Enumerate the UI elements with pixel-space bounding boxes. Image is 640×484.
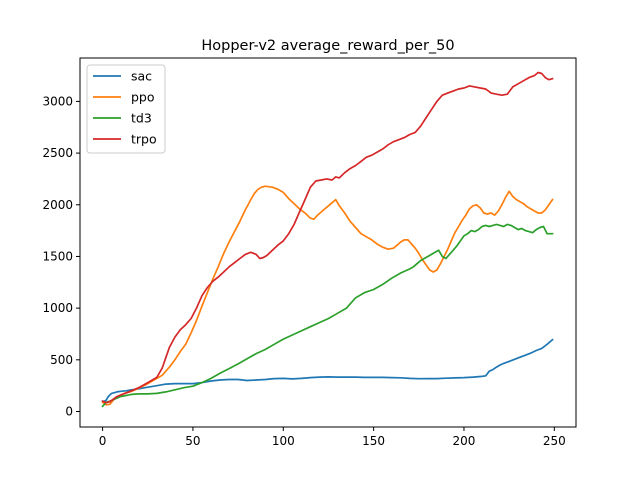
x-tick-label: 50	[185, 434, 200, 448]
series-line-trpo	[101, 71, 554, 404]
y-tick-label: 3000	[42, 94, 73, 108]
y-tick-label: 0	[65, 404, 73, 418]
x-tick-label: 0	[99, 434, 107, 448]
x-tick-label: 150	[362, 434, 385, 448]
legend: sac ppo td3 trpo	[86, 64, 166, 154]
legend-box	[86, 64, 166, 154]
y-tick-label: 2000	[42, 198, 73, 212]
chart-title: Hopper-v2 average_reward_per_50	[201, 38, 454, 54]
y-tick-label: 500	[50, 353, 73, 367]
legend-label-trpo: trpo	[131, 132, 157, 147]
y-tick-label: 1500	[42, 249, 73, 263]
y-axis: 0 500 1000 1500 2000 2500 3000	[42, 94, 80, 418]
legend-label-ppo: ppo	[131, 90, 155, 105]
x-tick-label: 200	[453, 434, 476, 448]
legend-label-td3: td3	[131, 111, 152, 126]
y-tick-label: 2500	[42, 146, 73, 160]
x-tick-label: 250	[543, 434, 566, 448]
series-group	[101, 71, 554, 408]
x-tick-label: 100	[272, 434, 295, 448]
x-axis: 0 50 100 150 200 250	[99, 427, 566, 448]
legend-label-sac: sac	[131, 69, 152, 84]
series-line-td3	[101, 223, 554, 408]
series-line-ppo	[101, 185, 554, 406]
y-tick-label: 1000	[42, 301, 73, 315]
plot-frame	[79, 57, 577, 428]
